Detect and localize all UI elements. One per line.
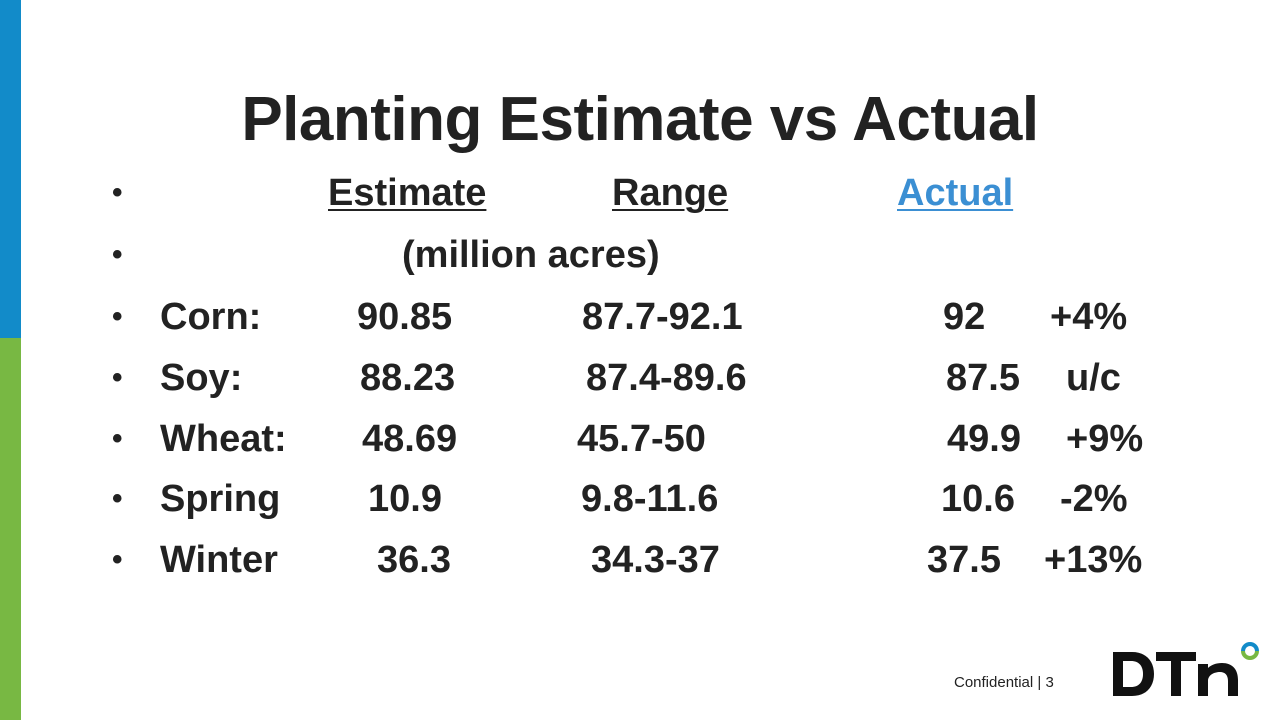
column-header-row: • Estimate Range Actual (0, 168, 1280, 218)
bullet: • (112, 176, 123, 209)
bullet: • (112, 422, 123, 455)
actual-value: 37.5 (927, 539, 1001, 581)
accent-stripe-blue (0, 0, 21, 338)
dtn-logo-icon (1113, 642, 1259, 696)
actual-header: Actual (897, 172, 1014, 214)
table-row-winter: • Winter 36.3 34.3-37 37.5 +13% (0, 535, 1280, 585)
accent-stripe-green (0, 338, 21, 720)
confidential-page-number: Confidential | 3 (954, 674, 1054, 691)
crop-label: Wheat: (160, 418, 287, 460)
change-value: +9% (1066, 418, 1144, 460)
bullet: • (112, 238, 123, 271)
range-value: 34.3-37 (591, 539, 720, 581)
range-value: 9.8-11.6 (581, 478, 719, 520)
units-label: (million acres) (402, 234, 660, 276)
table-row-soy: • Soy: 88.23 87.4-89.6 87.5 u/c (0, 353, 1280, 403)
estimate-value: 88.23 (360, 357, 456, 399)
range-value: 87.7-92.1 (582, 296, 743, 338)
actual-value: 92 (943, 296, 986, 338)
range-value: 45.7-50 (577, 418, 706, 460)
actual-value: 87.5 (946, 357, 1020, 399)
crop-label: Corn: (160, 296, 262, 338)
bullet: • (112, 361, 123, 394)
table-row-spring: • Spring 10.9 9.8-11.6 10.6 -2% (0, 474, 1280, 524)
actual-value: 10.6 (941, 478, 1015, 520)
change-value: +4% (1050, 296, 1128, 338)
crop-label: Winter (160, 539, 278, 581)
table-row-corn: • Corn: 90.85 87.7-92.1 92 +4% (0, 292, 1280, 342)
bullet: • (112, 482, 123, 515)
slide-title: Planting Estimate vs Actual (241, 85, 1039, 154)
change-value: +13% (1044, 539, 1143, 581)
crop-label: Spring (160, 478, 281, 520)
change-value: u/c (1066, 357, 1121, 399)
units-row: • (million acres) (0, 230, 1280, 280)
estimate-value: 36.3 (377, 539, 451, 581)
range-header: Range (612, 172, 729, 214)
bullet: • (112, 543, 123, 576)
crop-label: Soy: (160, 357, 243, 399)
estimate-value: 10.9 (368, 478, 442, 520)
bullet: • (112, 300, 123, 333)
estimate-header: Estimate (328, 172, 487, 214)
estimate-value: 48.69 (362, 418, 458, 460)
actual-value: 49.9 (947, 418, 1021, 460)
range-value: 87.4-89.6 (586, 357, 747, 399)
table-row-wheat: • Wheat: 48.69 45.7-50 49.9 +9% (0, 414, 1280, 464)
change-value: -2% (1060, 478, 1128, 520)
estimate-value: 90.85 (357, 296, 453, 338)
